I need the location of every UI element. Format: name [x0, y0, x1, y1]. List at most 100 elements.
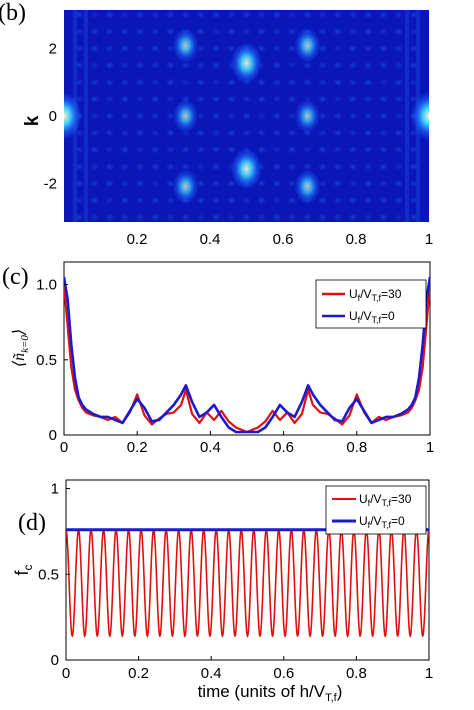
- heatmap-texture-cell: [347, 213, 358, 222]
- heatmap-texture-cell: [119, 95, 130, 104]
- heatmap-texture-cell: [287, 128, 298, 137]
- panel-d: (d) 00.51 0 0.2 0.4 0.6 0.8 1 fc time (units …: [12, 479, 433, 704]
- heatmap-texture-cell: [287, 27, 298, 36]
- heatmap-texture-cell: [150, 128, 161, 137]
- panel-b-y-tick-label: -2: [44, 176, 57, 193]
- heatmap-texture-cell: [104, 213, 115, 222]
- heatmap-texture-cell: [408, 27, 419, 36]
- heatmap-texture-cell: [180, 145, 191, 154]
- panel-c-x-tick-label: 0.8: [346, 439, 367, 456]
- heatmap-texture-cell: [165, 61, 176, 70]
- heatmap-texture-cell: [135, 27, 146, 36]
- heatmap-texture-cell: [302, 10, 313, 19]
- heatmap-texture-cell: [119, 196, 130, 205]
- heatmap-texture-cell: [104, 78, 115, 87]
- heatmap-texture-cell: [180, 213, 191, 222]
- panel-c-legend: Uf/VT,f=30 Uf/VT,f=0: [315, 279, 427, 329]
- heatmap-texture-cell: [317, 145, 328, 154]
- heatmap-texture-cell: [104, 112, 115, 120]
- heatmap-texture-cell: [332, 10, 343, 19]
- heatmap-texture-cell: [347, 162, 358, 171]
- heatmap-texture-cell: [226, 44, 237, 53]
- heatmap-texture-cell: [150, 95, 161, 104]
- heatmap-texture-cell: [271, 61, 282, 70]
- heatmap-texture-cell: [378, 78, 389, 87]
- heatmap-texture-cell: [378, 179, 389, 188]
- heatmap-texture-cell: [393, 213, 404, 222]
- heatmap-texture-cell: [89, 78, 100, 87]
- panel-b-y-tick-label: 2: [49, 40, 57, 57]
- legend-label-d-2: Uf/VT,f=0: [359, 514, 405, 530]
- heatmap-texture-cell: [135, 10, 146, 19]
- heatmap-texture-cell: [287, 95, 298, 104]
- heatmap-texture-cell: [74, 213, 85, 222]
- heatmap-texture-cell: [317, 27, 328, 36]
- heatmap-texture-cell: [211, 10, 222, 19]
- panel-b: (b) 2 0 -2 0.2 0.4 0.6 0.8 1 k: [0, 0, 433, 248]
- heatmap-texture-cell: [347, 95, 358, 104]
- heatmap-texture-cell: [180, 78, 191, 87]
- panel-d-x-tick-label: 0.4: [201, 665, 222, 682]
- heatmap-texture-cell: [271, 213, 282, 222]
- heatmap-texture-cell: [393, 27, 404, 36]
- heatmap-texture-cell: [332, 145, 343, 154]
- heatmap-texture-cell: [150, 179, 161, 188]
- heatmap-texture-cell: [256, 196, 267, 205]
- heatmap-texture-cell: [363, 162, 374, 171]
- heatmap-texture-cell: [408, 179, 419, 188]
- heatmap-texture-cell: [363, 145, 374, 154]
- heatmap-texture-cell: [89, 162, 100, 171]
- heatmap-texture-cell: [378, 112, 389, 120]
- heatmap-texture-cell: [104, 179, 115, 188]
- heatmap-texture-cell: [104, 145, 115, 154]
- panel-d-x-tick-label: 0.6: [273, 665, 294, 682]
- heatmap-texture-cell: [89, 10, 100, 19]
- heatmap-texture-cell: [89, 145, 100, 154]
- heatmap-texture-cell: [393, 145, 404, 154]
- heatmap-texture-cell: [104, 162, 115, 171]
- heatmap-texture-cell: [256, 128, 267, 137]
- heatmap-texture-cell: [119, 61, 130, 70]
- heatmap-texture-cell: [135, 179, 146, 188]
- heatmap-texture-cell: [363, 179, 374, 188]
- heatmap-texture-cell: [241, 95, 252, 104]
- heatmap-texture-cell: [241, 128, 252, 137]
- heatmap-texture-cell: [180, 10, 191, 19]
- heatmap-texture-cell: [150, 213, 161, 222]
- panel-b-x-tick-label: 1: [425, 231, 433, 248]
- heatmap-texture-cell: [302, 213, 313, 222]
- heatmap-texture-cell: [271, 95, 282, 104]
- heatmap-texture-cell: [347, 44, 358, 53]
- heatmap-texture-cell: [332, 112, 343, 120]
- panel-c-x-tick-label: 1: [426, 439, 434, 456]
- heatmap-texture-cell: [74, 44, 85, 53]
- heatmap-texture-cell: [378, 145, 389, 154]
- heatmap-texture-cell: [226, 10, 237, 19]
- heatmap-texture-cell: [211, 44, 222, 53]
- panel-d-y-tick-label: 0: [51, 652, 59, 669]
- heatmap-texture-cell: [363, 44, 374, 53]
- heatmap-texture-cell: [89, 27, 100, 36]
- heatmap-texture-cell: [165, 112, 176, 120]
- panel-c-x-tick-label: 0.2: [127, 439, 148, 456]
- heatmap-texture-cell: [271, 78, 282, 87]
- heatmap-texture-cell: [119, 112, 130, 120]
- heatmap-texture-cell: [195, 145, 206, 154]
- heatmap-texture-cell: [271, 112, 282, 120]
- heatmap-texture-cell: [302, 61, 313, 70]
- heatmap-texture-cell: [378, 162, 389, 171]
- heatmap-texture-cell: [332, 27, 343, 36]
- heatmap-texture-cell: [180, 162, 191, 171]
- heatmap-texture-cell: [195, 112, 206, 120]
- heatmap-texture-cell: [317, 162, 328, 171]
- heatmap-texture-cell: [393, 95, 404, 104]
- heatmap-texture-cell: [135, 162, 146, 171]
- heatmap-texture-cell: [347, 78, 358, 87]
- heatmap-texture-cell: [89, 112, 100, 120]
- panel-c: (c) 0 0.5 1.0 0 0.2 0.4 0.6 0.8 1 ⟨ñk=0⟩ Uf/VT,…: [2, 261, 434, 456]
- heatmap-texture-cell: [165, 196, 176, 205]
- heatmap-texture-cell: [104, 44, 115, 53]
- heatmap-texture-cell: [226, 95, 237, 104]
- heatmap-texture-cell: [347, 10, 358, 19]
